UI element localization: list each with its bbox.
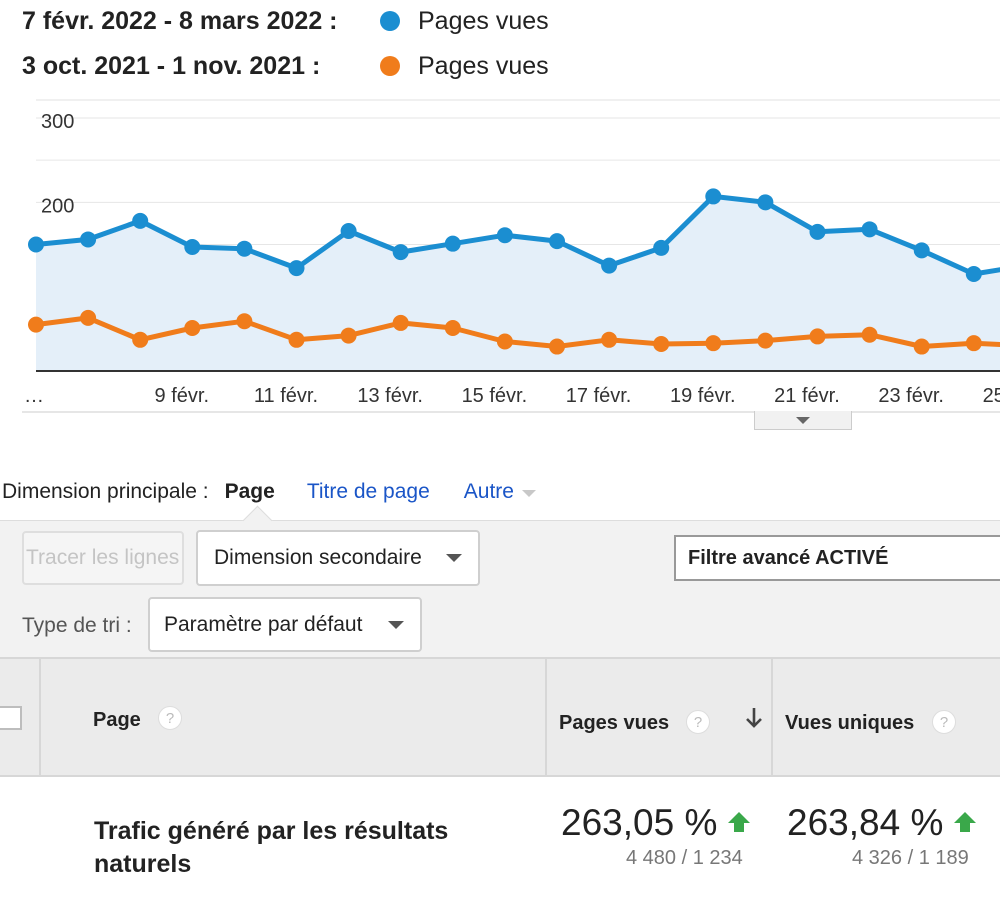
unique-views-comparison-values: 4 326 / 1 189 [852, 847, 969, 869]
x-tick-label: 21 févr. [774, 385, 840, 407]
plot-rows-label: Tracer les lignes [26, 546, 180, 569]
caret-down-icon [521, 489, 536, 497]
advanced-filter-label: Filtre avancé ACTIVÉ [688, 546, 889, 569]
secondary-dimension-label: Dimension secondaire [214, 546, 422, 569]
legend-current: 7 févr. 2022 - 8 mars 2022 : Pages vues [22, 1, 549, 41]
x-tick-label: 15 févr. [462, 385, 528, 407]
data-point [80, 231, 97, 248]
select-all-checkbox[interactable] [0, 706, 22, 730]
x-tick-label: 11 févr. [254, 385, 318, 407]
data-point [80, 309, 97, 326]
y-tick-label: 200 [41, 195, 74, 217]
help-icon[interactable]: ? [686, 710, 710, 734]
x-tick-label: 13 févr. [357, 385, 423, 407]
data-point [132, 212, 149, 229]
chevron-down-icon [796, 416, 810, 424]
chart-collapse-toggle[interactable] [754, 411, 852, 430]
data-point [809, 328, 826, 345]
data-point [28, 236, 44, 253]
data-point [653, 336, 670, 353]
x-tick-label: 9 févr. [155, 385, 209, 407]
data-point [236, 240, 253, 257]
legend-current-dot [380, 11, 400, 31]
data-point [913, 242, 930, 259]
pageviews-line-chart[interactable]: 100200300…9 févr.11 févr.13 févr.15 févr… [0, 90, 1000, 418]
column-header-pageviews[interactable]: Pages vues [559, 712, 670, 734]
sort-type-label: Type de tri : [22, 614, 132, 637]
advanced-filter-field[interactable]: Filtre avancé ACTIVÉ [674, 535, 1000, 581]
data-point [653, 239, 670, 256]
dimension-page-tab[interactable]: Page [224, 480, 275, 503]
data-point [913, 338, 930, 355]
data-point [288, 331, 305, 348]
row-title: Trafic généré par les résultats naturels [94, 817, 449, 878]
data-point [861, 326, 878, 343]
caret-down-icon [446, 554, 462, 562]
plot-rows-button[interactable]: Tracer les lignes [22, 531, 184, 585]
data-point [236, 313, 253, 330]
data-point [184, 319, 201, 336]
dimension-page-title-link[interactable]: Titre de page [306, 480, 430, 503]
secondary-dimension-dropdown[interactable]: Dimension secondaire [196, 530, 480, 586]
data-point [496, 227, 513, 244]
data-point [132, 331, 149, 348]
legend-current-series: Pages vues [418, 6, 549, 35]
column-header-unique-views[interactable]: Vues uniques [785, 712, 915, 734]
data-point [392, 314, 409, 331]
data-point [705, 335, 722, 352]
pageviews-comparison-values: 4 480 / 1 234 [626, 847, 743, 869]
data-point [861, 221, 878, 238]
primary-dimension-label: Dimension principale : [2, 480, 209, 503]
legend-previous: 3 oct. 2021 - 1 nov. 2021 : Pages vues [22, 46, 549, 86]
x-tick-label: 19 févr. [670, 385, 736, 407]
help-icon[interactable]: ? [158, 706, 182, 730]
y-tick-label: 300 [41, 111, 74, 133]
sort-type-value: Paramètre par défaut [164, 612, 363, 636]
data-point [549, 233, 565, 250]
table-row [0, 777, 1000, 919]
sort-type-dropdown[interactable]: Paramètre par défaut [148, 597, 422, 652]
legend-previous-dot [380, 56, 400, 76]
dimension-other-label: Autre [463, 480, 514, 503]
data-point [340, 327, 357, 344]
data-point [601, 257, 618, 274]
legend-previous-range: 3 oct. 2021 - 1 nov. 2021 : [22, 51, 321, 80]
legend-current-range: 7 févr. 2022 - 8 mars 2022 : [22, 6, 338, 35]
data-point [965, 266, 982, 283]
data-point [757, 332, 774, 349]
data-point [392, 244, 409, 261]
data-point [757, 194, 774, 211]
x-tick-label: 23 févr. [878, 385, 944, 407]
data-point [340, 223, 357, 240]
x-tick-label: 17 févr. [566, 385, 632, 407]
data-point [288, 260, 305, 277]
data-point [496, 333, 513, 350]
x-tick-label: … [24, 385, 44, 407]
dimension-other-dropdown[interactable]: Autre [464, 480, 536, 504]
data-point [705, 188, 722, 205]
data-point [444, 235, 461, 252]
column-header-page[interactable]: Page [93, 709, 141, 731]
data-point [809, 223, 826, 240]
unique-views-percent-change: 263,84 % [787, 802, 944, 843]
primary-dimension-bar: Dimension principale : Page Titre de pag… [0, 470, 536, 514]
data-point [444, 319, 461, 336]
pageviews-percent-change: 263,05 % [561, 802, 718, 843]
data-point [549, 338, 565, 355]
help-icon[interactable]: ? [932, 710, 956, 734]
data-point [28, 316, 44, 333]
series-area [36, 196, 1000, 371]
x-tick-label: 25 févr. [983, 385, 1000, 407]
series-line [35, 193, 1000, 277]
data-point [965, 335, 982, 352]
data-point [184, 239, 201, 256]
caret-down-icon [388, 621, 404, 629]
legend-previous-series: Pages vues [418, 51, 549, 80]
data-point [601, 331, 618, 348]
series-line [35, 315, 1000, 349]
sort-descending-arrow-icon[interactable] [744, 706, 764, 730]
